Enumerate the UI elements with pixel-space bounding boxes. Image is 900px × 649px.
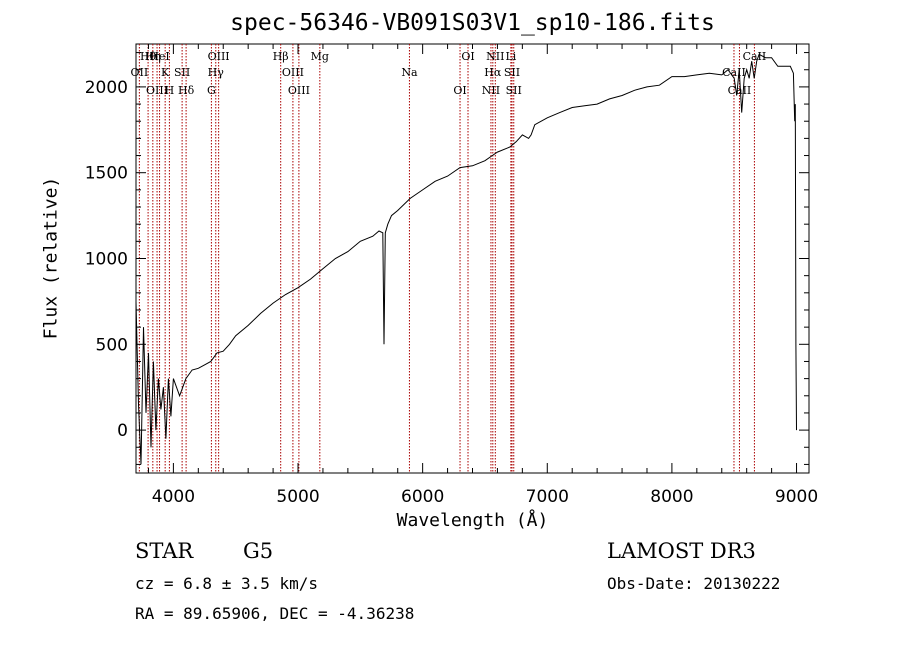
x-tick-label-4000: 4000 bbox=[152, 487, 195, 507]
line-label-9: OIII bbox=[208, 50, 230, 63]
y-tick-label-2000: 2000 bbox=[85, 78, 128, 98]
line-label-15: Mg bbox=[311, 50, 329, 63]
line-label-10: Hγ bbox=[208, 66, 225, 79]
emission-line-markers bbox=[138, 44, 755, 473]
observation-date: Obs-Date: 20130222 bbox=[607, 574, 781, 593]
x-axis-ticks: 4000 5000 6000 7000 8000 9000 bbox=[147, 44, 818, 507]
line-label-26: CaII bbox=[728, 84, 752, 97]
redshift-info: cz = 6.8 ± 3.5 km/s bbox=[135, 574, 319, 593]
survey-name: LAMOST DR3 bbox=[607, 539, 756, 563]
line-label-19: Hα bbox=[484, 66, 502, 79]
line-label-2: OIII bbox=[146, 84, 168, 97]
y-tick-label-1000: 1000 bbox=[85, 250, 128, 270]
line-label-25: CaII bbox=[722, 66, 746, 79]
line-label-12: Hβ bbox=[273, 50, 289, 63]
line-label-23: SII bbox=[506, 84, 522, 97]
line-label-11: G bbox=[207, 84, 216, 97]
line-label-27: CaII bbox=[743, 50, 767, 63]
line-label-17: OI bbox=[453, 84, 466, 97]
line-label-5: H bbox=[165, 84, 175, 97]
chart-title: spec-56346-VB091S03V1_sp10-186.fits bbox=[230, 10, 715, 36]
x-tick-label-6000: 6000 bbox=[401, 487, 444, 507]
y-axis-label: Flux (relative) bbox=[40, 176, 62, 340]
y-axis-ticks: 0 500 1000 1500 2000 bbox=[85, 52, 809, 465]
x-tick-label-7000: 7000 bbox=[526, 487, 569, 507]
line-label-8: Hδ bbox=[178, 84, 195, 97]
spectrum-line bbox=[135, 53, 797, 465]
line-label-24: Li bbox=[505, 50, 516, 63]
object-subclass: G5 bbox=[243, 539, 274, 563]
plot-area-frame bbox=[135, 43, 810, 474]
x-tick-label-8000: 8000 bbox=[650, 487, 693, 507]
line-label-21: NII bbox=[486, 50, 504, 63]
x-tick-label-9000: 9000 bbox=[775, 487, 818, 507]
x-axis-label: Wavelength (Å) bbox=[396, 510, 549, 531]
y-tick-label-500: 500 bbox=[96, 335, 128, 355]
object-class: STAR bbox=[135, 539, 194, 563]
line-label-16: Na bbox=[401, 66, 418, 79]
line-label-13: OIII bbox=[282, 66, 304, 79]
line-label-6: HeI bbox=[149, 50, 169, 63]
ra-dec-coordinates: RA = 89.65906, DEC = -4.36238 bbox=[135, 604, 415, 623]
line-label-14: OIII bbox=[288, 84, 310, 97]
y-tick-label-1500: 1500 bbox=[85, 164, 128, 184]
y-tick-label-0: 0 bbox=[117, 421, 128, 441]
line-label-22: SII bbox=[504, 66, 520, 79]
line-label-7: SII bbox=[174, 66, 190, 79]
line-label-4: K bbox=[161, 66, 170, 79]
line-label-0: Hθ bbox=[140, 50, 157, 63]
line-label-18: OI bbox=[461, 50, 474, 63]
x-tick-label-5000: 5000 bbox=[276, 487, 319, 507]
line-label-1: OII bbox=[131, 66, 149, 79]
line-label-20: NII bbox=[482, 84, 500, 97]
line-label-3: Hη bbox=[145, 50, 161, 63]
